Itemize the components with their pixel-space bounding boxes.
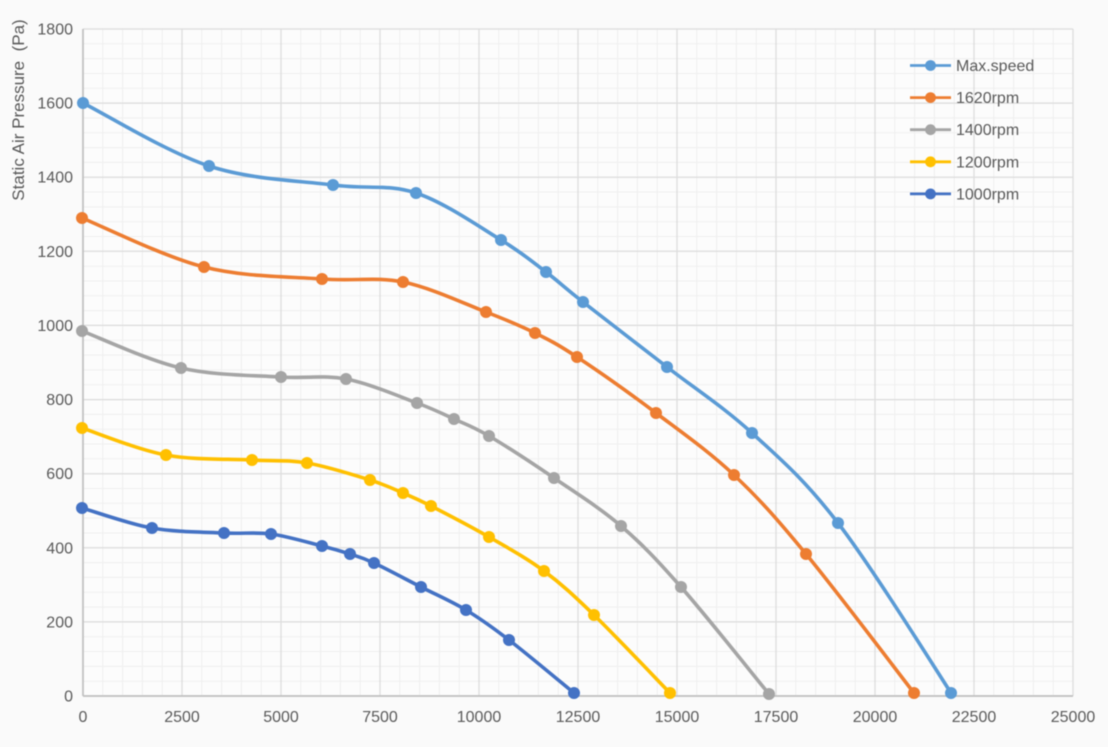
svg-text:20000: 20000 <box>853 709 898 726</box>
svg-text:7500: 7500 <box>362 709 398 726</box>
svg-text:Max.speed: Max.speed <box>956 58 1034 75</box>
svg-text:400: 400 <box>46 540 73 557</box>
svg-text:12500: 12500 <box>556 709 601 726</box>
svg-text:0: 0 <box>64 689 73 706</box>
svg-text:25000: 25000 <box>1051 709 1096 726</box>
svg-text:1200rpm: 1200rpm <box>956 154 1019 171</box>
svg-text:800: 800 <box>46 392 73 409</box>
svg-text:5000: 5000 <box>263 709 299 726</box>
svg-text:200: 200 <box>46 614 73 631</box>
svg-text:1800: 1800 <box>37 22 73 39</box>
svg-text:600: 600 <box>46 466 73 483</box>
svg-text:1620rpm: 1620rpm <box>956 90 1019 107</box>
svg-text:10000: 10000 <box>457 709 502 726</box>
svg-text:1600: 1600 <box>37 96 73 113</box>
svg-text:1400: 1400 <box>37 170 73 187</box>
svg-text:2500: 2500 <box>164 709 200 726</box>
svg-text:Static Air Pressure (Pa): Static Air Pressure (Pa) <box>9 19 28 200</box>
svg-text:1000: 1000 <box>37 318 73 335</box>
svg-text:0: 0 <box>79 709 88 726</box>
svg-text:1000rpm: 1000rpm <box>956 186 1019 203</box>
svg-text:1200: 1200 <box>37 244 73 261</box>
svg-text:22500: 22500 <box>952 709 997 726</box>
svg-text:15000: 15000 <box>655 709 700 726</box>
svg-text:1400rpm: 1400rpm <box>956 122 1019 139</box>
svg-text:17500: 17500 <box>754 709 799 726</box>
